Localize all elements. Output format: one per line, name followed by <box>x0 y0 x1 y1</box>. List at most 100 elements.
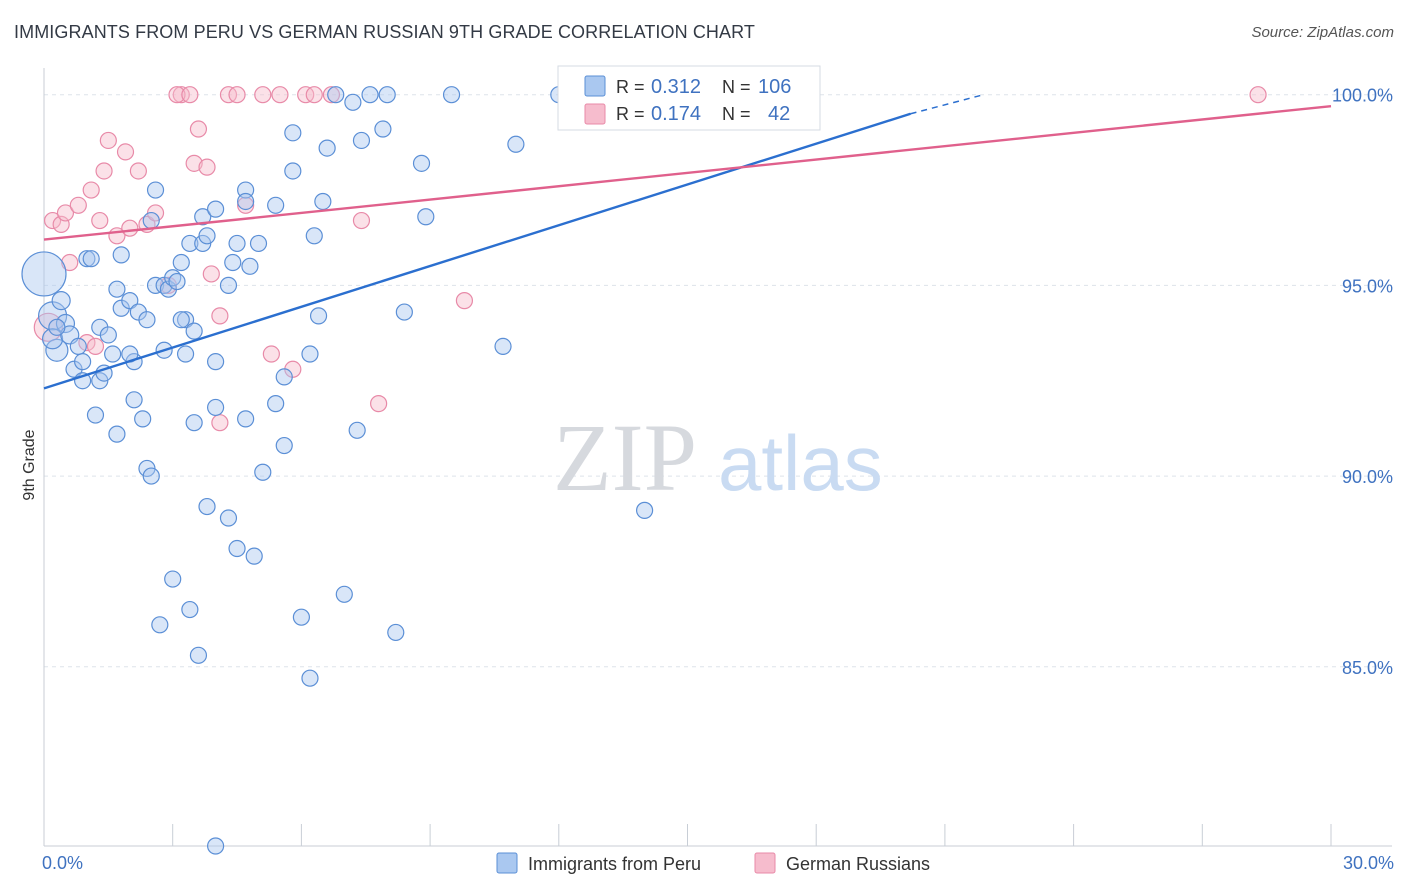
peru-point-0 <box>21 251 67 297</box>
points-german-russians <box>33 86 1267 432</box>
gridlines <box>44 94 1392 668</box>
german-point-26 <box>211 307 229 325</box>
peru-point-78 <box>134 410 152 428</box>
german-point-37 <box>322 86 341 104</box>
peru-point-62 <box>344 93 362 111</box>
peru-point-57 <box>284 124 302 142</box>
german-point-32 <box>271 86 289 104</box>
peru-point-19 <box>104 345 122 363</box>
watermark-zip: ZIP <box>553 404 697 511</box>
german-r-value: 0.174 <box>651 103 701 125</box>
peru-point-88 <box>198 497 216 516</box>
peru-point-70 <box>442 86 461 104</box>
peru-point-37 <box>172 253 190 272</box>
german-n-value: 42 <box>768 103 790 125</box>
peru-point-5 <box>55 313 76 334</box>
watermark: ZIP atlas <box>553 404 883 511</box>
peru-point-42 <box>194 208 212 226</box>
german-point-6 <box>78 333 96 352</box>
peru-point-94 <box>181 600 199 619</box>
peru-point-39 <box>176 345 195 363</box>
x-tick-label-0: 0.0% <box>42 853 83 873</box>
watermark-atlas: atlas <box>718 419 883 507</box>
german-point-24 <box>198 158 216 176</box>
peru-point-36 <box>168 272 186 291</box>
german-point-1 <box>43 211 62 230</box>
german-point-11 <box>99 131 117 150</box>
peru-point-56 <box>284 162 302 180</box>
peru-point-23 <box>121 292 139 310</box>
peru-point-69 <box>361 86 379 104</box>
german-point-15 <box>129 162 147 180</box>
peru-point-93 <box>151 616 169 634</box>
peru-point-97 <box>387 623 405 642</box>
peru-point-29 <box>142 211 160 230</box>
peru-point-49 <box>228 234 246 253</box>
peru-point-54 <box>267 196 285 214</box>
german-point-36 <box>305 86 323 104</box>
y-axis-title: 9th Grade <box>21 429 38 500</box>
german-point-5 <box>69 196 87 214</box>
german-trend-line <box>43 104 1332 241</box>
peru-point-102 <box>301 345 319 363</box>
peru-point-48 <box>224 253 242 272</box>
peru-point-12 <box>78 250 96 268</box>
peru-point-104 <box>378 86 396 104</box>
peru-point-28 <box>138 311 156 329</box>
german-point-38 <box>352 211 371 230</box>
peru-point-91 <box>245 547 263 565</box>
german-point-40 <box>455 292 474 310</box>
stats-legend: R = 0.312 N = 106 R = 0.174 N = 42 <box>557 65 821 131</box>
german-point-10 <box>95 162 113 180</box>
peru-point-13 <box>82 250 100 268</box>
peru-trend-extension <box>910 93 984 115</box>
peru-n-label: N = <box>722 77 751 97</box>
peru-point-100 <box>635 501 654 519</box>
peru-point-55 <box>275 368 293 386</box>
german-point-31 <box>254 86 272 104</box>
german-point-33 <box>262 345 280 363</box>
german-point-20 <box>168 86 186 104</box>
peru-point-60 <box>309 307 328 325</box>
trend-lines <box>43 93 1332 390</box>
german-point-28 <box>228 86 246 104</box>
german-point-41 <box>1249 86 1267 104</box>
german-point-29 <box>237 196 255 214</box>
series-legend: Immigrants from Peru German Russians <box>496 852 930 874</box>
y-tick-label-1: 95.0% <box>1342 276 1393 296</box>
peru-point-59 <box>314 192 332 211</box>
peru-point-64 <box>374 120 392 138</box>
peru-point-68 <box>327 86 345 104</box>
peru-point-101 <box>348 421 366 439</box>
german-r-label: R = <box>616 104 645 124</box>
peru-point-99 <box>301 669 319 687</box>
peru-point-45 <box>207 200 225 218</box>
german-point-8 <box>86 337 105 356</box>
peru-n-value: 106 <box>758 76 791 98</box>
peru-point-38 <box>176 311 195 329</box>
legend-peru-label: Immigrants from Peru <box>528 854 701 874</box>
peru-point-46 <box>207 353 225 371</box>
axes <box>43 68 1392 847</box>
peru-point-52 <box>237 192 255 211</box>
y-tick-label-2: 90.0% <box>1342 467 1393 487</box>
y-tick-label-0: 100.0% <box>1332 86 1393 106</box>
peru-point-86 <box>275 436 293 455</box>
german-point-3 <box>56 204 75 222</box>
peru-point-30 <box>146 181 165 199</box>
peru-point-20 <box>108 280 126 298</box>
peru-r-value: 0.312 <box>651 76 701 98</box>
peru-point-67 <box>417 208 435 226</box>
peru-point-40 <box>185 322 203 340</box>
peru-point-53 <box>249 234 268 253</box>
peru-point-96 <box>335 585 353 603</box>
legend-german-label: German Russians <box>786 854 930 874</box>
peru-point-82 <box>185 414 203 432</box>
german-point-14 <box>121 219 139 237</box>
peru-r-label: R = <box>616 77 645 97</box>
peru-point-92 <box>164 570 182 588</box>
peru-trend-line <box>43 112 911 390</box>
german-point-39 <box>370 395 388 413</box>
german-point-7 <box>82 181 100 199</box>
peru-point-80 <box>142 467 160 485</box>
